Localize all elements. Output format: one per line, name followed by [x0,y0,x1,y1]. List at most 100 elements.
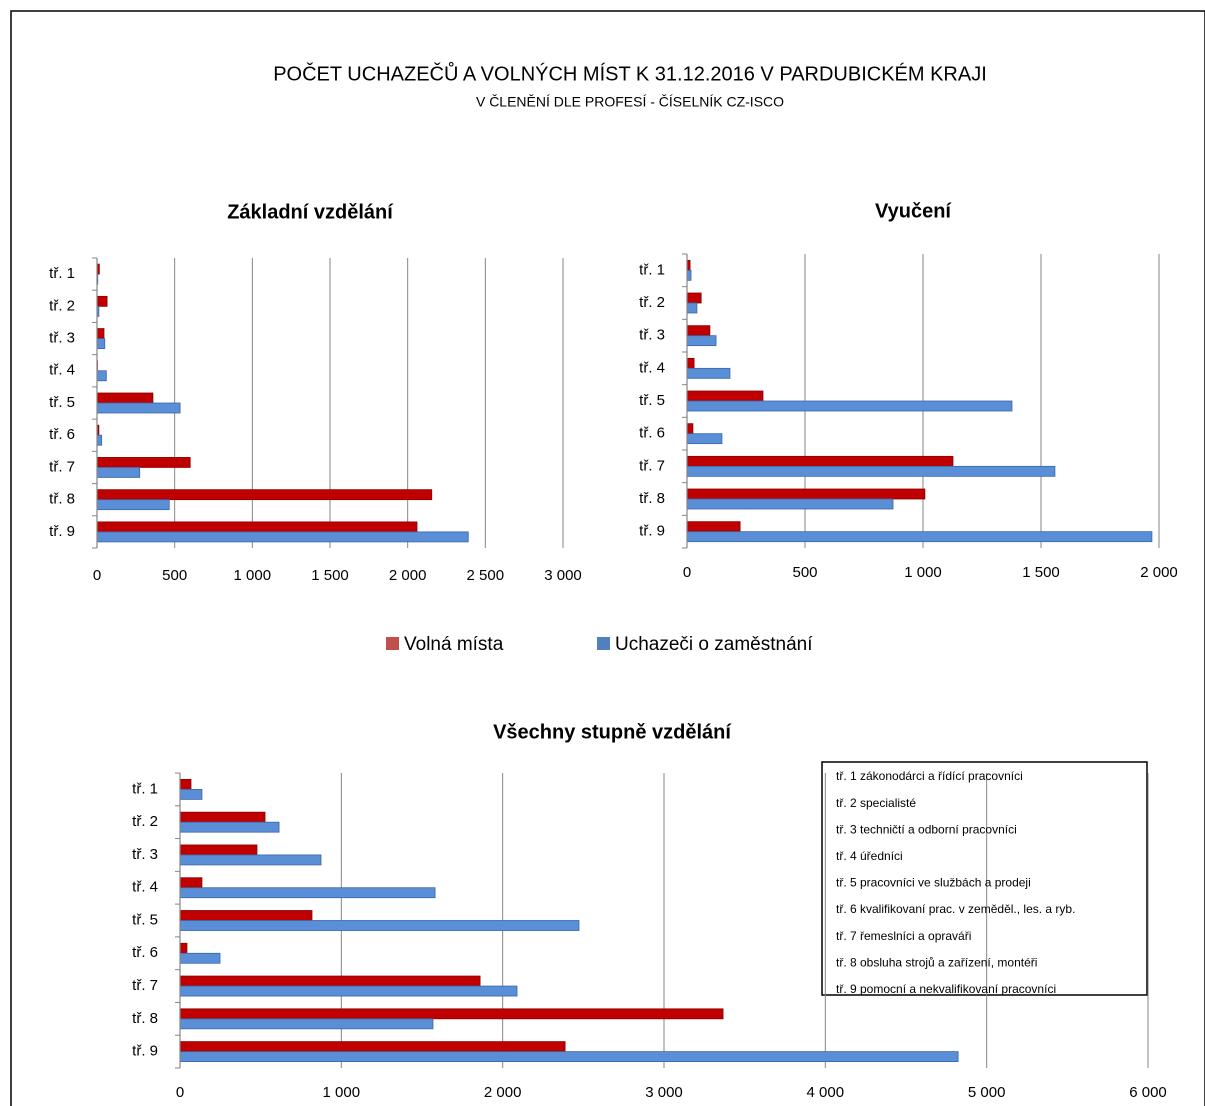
x-tick-label: 1 000 [904,564,942,581]
x-tick-label: 2 500 [467,567,505,584]
y-tick-label: tř. 4 [49,362,75,379]
y-tick-label: tř. 3 [49,330,75,347]
y-tick-label: tř. 7 [132,977,158,994]
bar [179,1008,724,1020]
bar [179,910,313,921]
bar [179,975,481,987]
bar [179,942,188,954]
bar [686,325,711,337]
bar [96,370,107,382]
bar [686,400,1013,412]
note: tř. 3 techničtí a odborní pracovníci [836,822,1017,836]
bar [686,521,741,533]
x-tick-label: 0 [176,1084,184,1101]
bar [686,335,717,347]
bar [96,402,181,414]
bar [179,985,518,997]
y-tick-label: tř. 8 [639,490,665,507]
x-tick-label: 3 000 [544,567,582,584]
bar [179,788,203,800]
y-tick-label: tř. 3 [132,846,158,863]
bar [686,455,954,467]
note: tř. 1 zákonodárci a řídící pracovníci [836,769,1023,783]
y-tick-label: tř. 5 [639,392,665,409]
bar [96,295,108,307]
bar [96,467,141,478]
bar [96,392,154,404]
chart-title: Všechny stupně vzdělání [493,721,732,743]
y-tick-label: tř. 7 [639,457,665,474]
bar [686,433,723,445]
y-tick-label: tř. 5 [132,911,158,928]
x-tick-label: 2 000 [1140,564,1178,581]
legend-text: Uchazeči o zaměstnání [615,634,813,655]
x-tick-label: 0 [683,564,691,581]
x-tick-label: 500 [792,564,817,581]
bar [96,489,433,501]
bar [179,844,258,856]
bar [179,952,221,964]
note: tř. 5 pracovníci ve službách a prodeji [836,876,1031,890]
y-tick-label: tř. 6 [132,944,158,961]
bar [96,328,105,339]
chart-title: Vyučení [875,200,952,222]
bar [686,390,764,402]
x-tick-label: 500 [162,567,187,584]
y-tick-label: tř. 2 [49,297,75,314]
y-tick-label: tř. 1 [639,261,665,278]
legend-text: Volná místa [404,634,504,655]
bar [96,457,191,468]
bar [686,465,1056,477]
y-tick-label: tř. 6 [49,426,75,443]
bar [179,854,322,866]
note: tř. 9 pomocní a nekvalifikovaní pracovní… [836,982,1056,996]
bar [686,292,702,304]
main-title: POČET UCHAZEČŮ A VOLNÝCH MÍST K 31.12.20… [273,61,987,85]
x-tick-label: 6 000 [1129,1084,1167,1101]
legend-swatch [597,637,610,650]
bar [179,821,280,833]
y-tick-label: tř. 9 [49,523,75,540]
bar [686,269,692,281]
y-tick-label: tř. 4 [132,879,158,896]
x-tick-label: 0 [93,567,101,584]
x-tick-label: 5 000 [968,1084,1006,1101]
x-tick-label: 3 000 [645,1084,683,1101]
y-tick-label: tř. 7 [49,458,75,475]
y-tick-label: tř. 9 [132,1043,158,1060]
x-tick-label: 2 000 [484,1084,522,1101]
x-tick-label: 4 000 [807,1084,845,1101]
note: tř. 6 kvalifikovaní prac. v zeměděl., le… [836,902,1075,916]
bar [179,1051,959,1063]
y-tick-label: tř. 6 [639,425,665,442]
y-tick-label: tř. 2 [132,813,158,830]
bar [686,357,695,369]
y-tick-label: tř. 8 [132,1010,158,1027]
x-tick-label: 1 500 [311,567,349,584]
subtitle: V ČLENĚNÍ DLE PROFESÍ - ČÍSELNÍK CZ-ISCO [476,94,784,110]
y-tick-label: tř. 3 [639,327,665,344]
bar [179,877,203,889]
x-tick-label: 1 000 [323,1084,361,1101]
bar [179,778,192,790]
chart-title: Základní vzdělání [227,201,394,223]
bar [686,498,894,510]
bar [179,887,436,899]
y-tick-label: tř. 1 [49,265,75,282]
bar [686,423,694,435]
y-tick-label: tř. 9 [639,523,665,540]
legend-swatch [386,637,399,650]
y-tick-label: tř. 1 [132,780,158,797]
x-tick-label: 1 500 [1022,564,1060,581]
x-tick-label: 1 000 [234,567,272,584]
bar [686,488,926,500]
x-tick-label: 2 000 [389,567,427,584]
bar [179,1018,434,1030]
y-tick-label: tř. 2 [639,294,665,311]
bar [179,1041,566,1053]
y-tick-label: tř. 5 [49,394,75,411]
bar [179,920,580,931]
note: tř. 4 úředníci [836,849,903,863]
bar [686,302,698,314]
